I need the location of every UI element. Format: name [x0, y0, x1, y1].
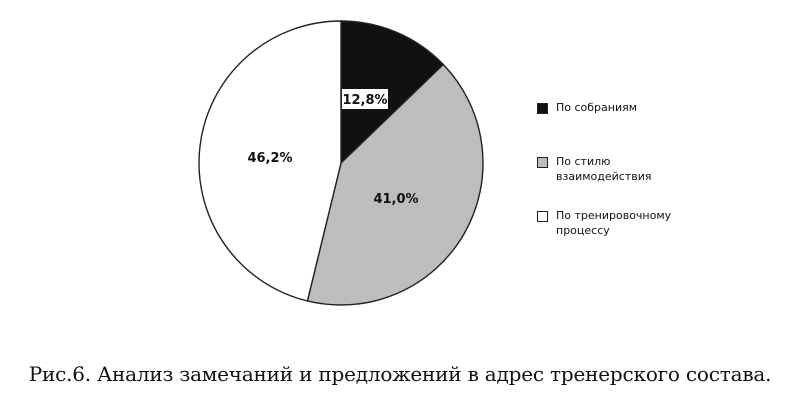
pie-slices: [198, 20, 484, 306]
legend-item-interaction-style: По стилю взаимодействия: [537, 154, 651, 184]
data-label-bg-meetings: [342, 89, 388, 109]
legend-label-meetings: По собраниям: [556, 101, 638, 114]
legend-item-training-process: По тренировочному процессу: [537, 208, 671, 238]
legend-label-training-process: По тренировочному процессу: [556, 209, 672, 237]
data-label-training-process: 46,2%: [247, 151, 292, 166]
pie-slice-meetings: [340, 20, 445, 165]
data-labels: 12,8% 41,0% 46,2%: [247, 89, 419, 207]
pie-chart: 12,8% 41,0% 46,2%: [198, 20, 484, 306]
legend-swatch-meetings: [537, 103, 548, 114]
figure-caption: Рис.6. Анализ замечаний и предложений в …: [28, 362, 772, 386]
legend-item-meetings: По собраниям: [537, 100, 637, 115]
data-label-interaction-style: 41,0%: [373, 192, 418, 207]
legend-swatch-training-process: [537, 211, 548, 222]
legend-swatch-interaction-style: [537, 157, 548, 168]
pie-slice-training-process: [198, 20, 342, 302]
pie-slice-interaction-style: [306, 63, 484, 306]
data-label-meetings: 12,8%: [342, 93, 387, 108]
legend-label-interaction-style: По стилю взаимодействия: [556, 155, 652, 183]
